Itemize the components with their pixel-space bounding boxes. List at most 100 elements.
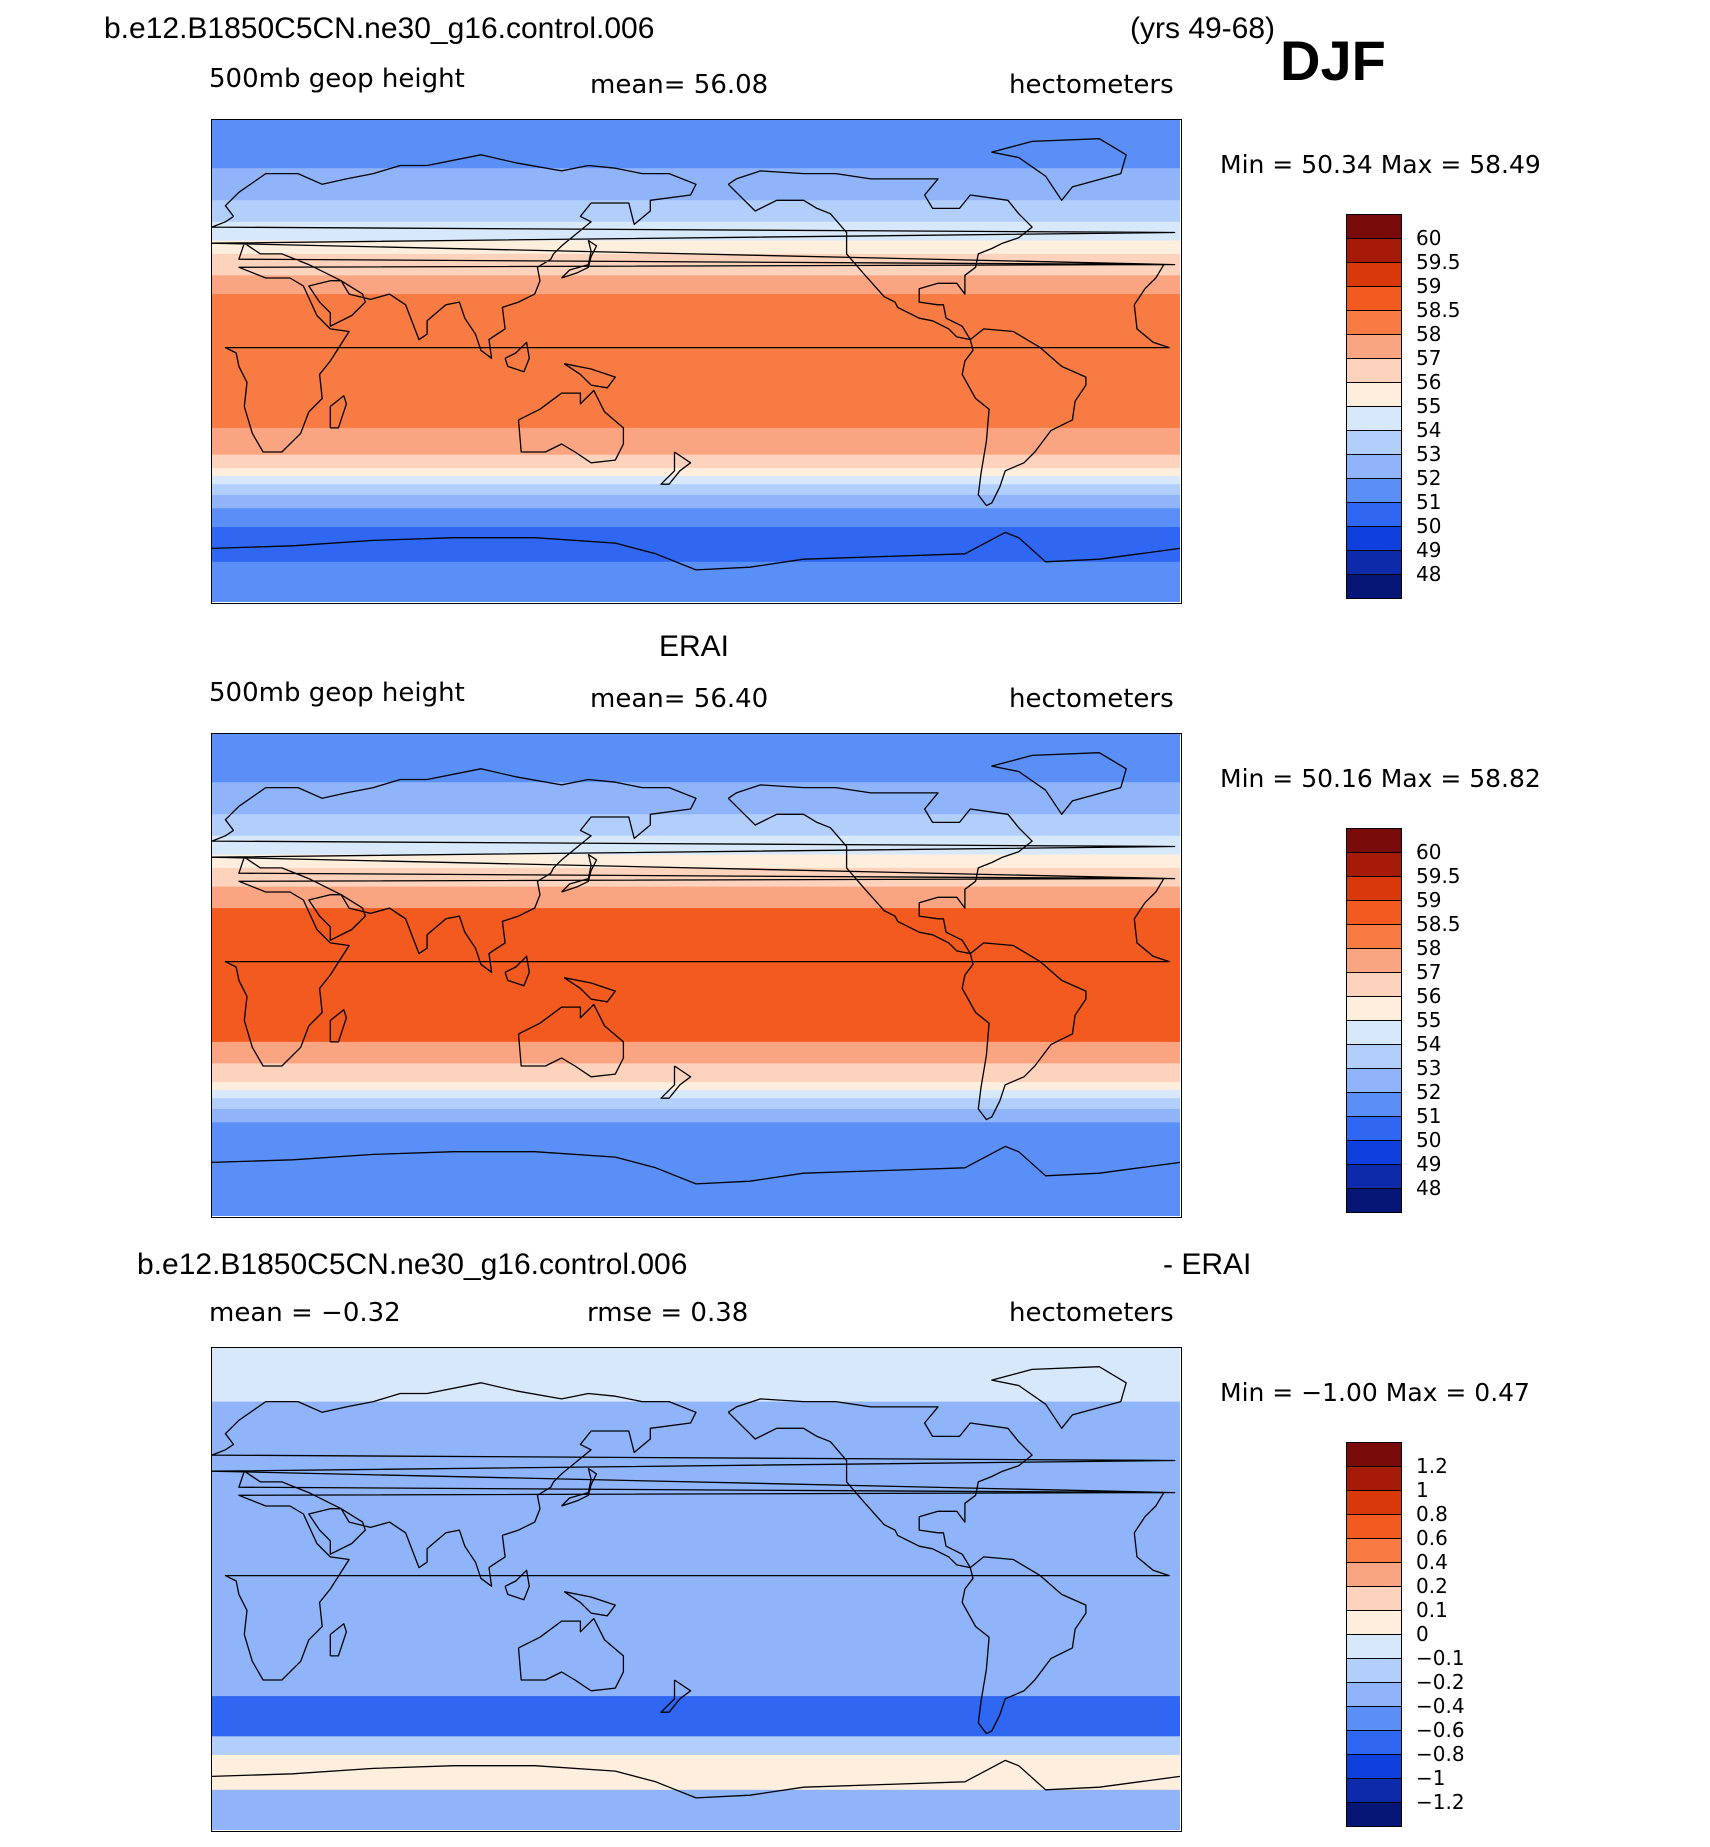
colorbar-swatch <box>1346 900 1402 925</box>
coastline <box>212 154 1176 359</box>
colorbar-swatch <box>1346 924 1402 949</box>
coastline <box>212 1759 1180 1799</box>
coastline <box>504 341 530 373</box>
colorbar-label: 49 <box>1416 1152 1442 1176</box>
colorbar-swatch <box>1346 430 1402 455</box>
units-label: hectometers <box>1009 70 1174 100</box>
colorbar-label: 53 <box>1416 1056 1442 1080</box>
contour-band <box>212 1063 1180 1083</box>
coastline <box>504 1569 530 1601</box>
contour-band <box>212 494 1180 509</box>
colorbar-swatch <box>1346 1442 1402 1467</box>
map-diff <box>211 1347 1182 1832</box>
contour-band <box>212 427 1180 456</box>
colorbar-swatch <box>1346 1068 1402 1093</box>
colorbar-label: −0.4 <box>1416 1694 1465 1718</box>
colorbar-swatch <box>1346 1466 1402 1491</box>
units-label: hectometers <box>1009 1298 1174 1328</box>
map-model <box>211 119 1182 604</box>
coastline <box>563 1591 616 1617</box>
colorbar-label: 50 <box>1416 1128 1442 1152</box>
coastline <box>224 1491 1170 1681</box>
units-label: hectometers <box>1009 684 1174 714</box>
section-title: ERAI <box>659 630 730 663</box>
colorbar-label: 0.8 <box>1416 1502 1448 1526</box>
colorbar-label: 59.5 <box>1416 250 1461 274</box>
coastline <box>991 1366 1127 1429</box>
coastline <box>727 170 1033 341</box>
colorbar-swatch <box>1346 310 1402 335</box>
coastline <box>561 239 598 279</box>
colorbar-swatch <box>1346 1754 1402 1779</box>
contour-band <box>212 120 1180 169</box>
contour-band <box>212 1122 1180 1150</box>
contour-band <box>212 476 1180 485</box>
season-label: DJF <box>1280 29 1386 92</box>
coastline <box>224 877 1170 1067</box>
colorbar-swatch <box>1346 1044 1402 1069</box>
colorbar-swatch <box>1346 262 1402 287</box>
coastline <box>961 1556 1087 1735</box>
coastline <box>660 1065 692 1099</box>
contour-band <box>212 854 1180 869</box>
colorbar-label: 48 <box>1416 562 1442 586</box>
colorbar-label: 0 <box>1416 1622 1429 1646</box>
colorbar-label: 55 <box>1416 394 1442 418</box>
contour-band <box>212 1348 1180 1403</box>
section-title-suffix: - ERAI <box>1163 1248 1252 1281</box>
contour-band <box>212 1090 1180 1099</box>
colorbar-label: 57 <box>1416 960 1442 984</box>
colorbar-label: 49 <box>1416 538 1442 562</box>
coastline <box>561 1467 598 1507</box>
colorbar-swatch <box>1346 1610 1402 1635</box>
colorbar-label: 52 <box>1416 1080 1442 1104</box>
mean-label: mean = −0.32 <box>209 1298 401 1328</box>
years-label: (yrs 49-68) <box>1130 12 1276 45</box>
contour-band <box>212 200 1180 223</box>
case-title: b.e12.B1850C5CN.ne30_g16.control.006 <box>104 12 655 45</box>
colorbar: 60 59.5 59 58.5 58 57 56 55 54 53 52 51 50 49 48 <box>1346 828 1461 1213</box>
colorbar-label: 51 <box>1416 490 1442 514</box>
coastline <box>727 1398 1033 1569</box>
coastline <box>212 768 1176 973</box>
colorbar: 60 59.5 59 58.5 58 57 56 55 54 53 52 51 50 49 48 <box>1346 214 1461 599</box>
colorbar-label: 54 <box>1416 418 1442 442</box>
colorbar-label: 0.2 <box>1416 1574 1448 1598</box>
contour-band <box>212 886 1180 909</box>
variable-label: 500mb geop height <box>209 64 465 94</box>
mean-label: mean= 56.08 <box>590 70 769 100</box>
contour-band <box>212 294 1180 429</box>
colorbar-swatch <box>1346 852 1402 877</box>
coastline <box>660 1679 692 1713</box>
colorbar-label: 59 <box>1416 274 1442 298</box>
coastline <box>517 1617 625 1692</box>
contour-band <box>212 1082 1180 1091</box>
contour-band <box>212 814 1180 837</box>
colorbar-label: 59.5 <box>1416 864 1461 888</box>
coastline <box>504 955 530 987</box>
colorbar-swatch <box>1346 358 1402 383</box>
colorbar-swatch <box>1346 1188 1402 1213</box>
colorbar-label: 51 <box>1416 1104 1442 1128</box>
colorbar-label: 0.4 <box>1416 1550 1448 1574</box>
colorbar-swatch <box>1346 238 1402 263</box>
coastline <box>517 389 625 464</box>
colorbar-swatch <box>1346 1658 1402 1683</box>
colorbar-label: 60 <box>1416 840 1442 864</box>
coastline <box>961 942 1087 1121</box>
colorbar-label: 58 <box>1416 936 1442 960</box>
colorbar-swatch <box>1346 1164 1402 1189</box>
coastline <box>563 977 616 1003</box>
colorbar-swatch <box>1346 1116 1402 1141</box>
colorbar-label: −1.2 <box>1416 1790 1465 1814</box>
colorbar-swatch <box>1346 454 1402 479</box>
colorbar-swatch <box>1346 1020 1402 1045</box>
coastline <box>561 853 598 893</box>
colorbar-label: −0.8 <box>1416 1742 1465 1766</box>
colorbar-swatch <box>1346 948 1402 973</box>
contour-band <box>212 240 1180 255</box>
contour-band <box>212 468 1180 477</box>
contour-band <box>212 1108 1180 1123</box>
coastline <box>991 138 1127 201</box>
colorbar-swatch <box>1346 478 1402 503</box>
